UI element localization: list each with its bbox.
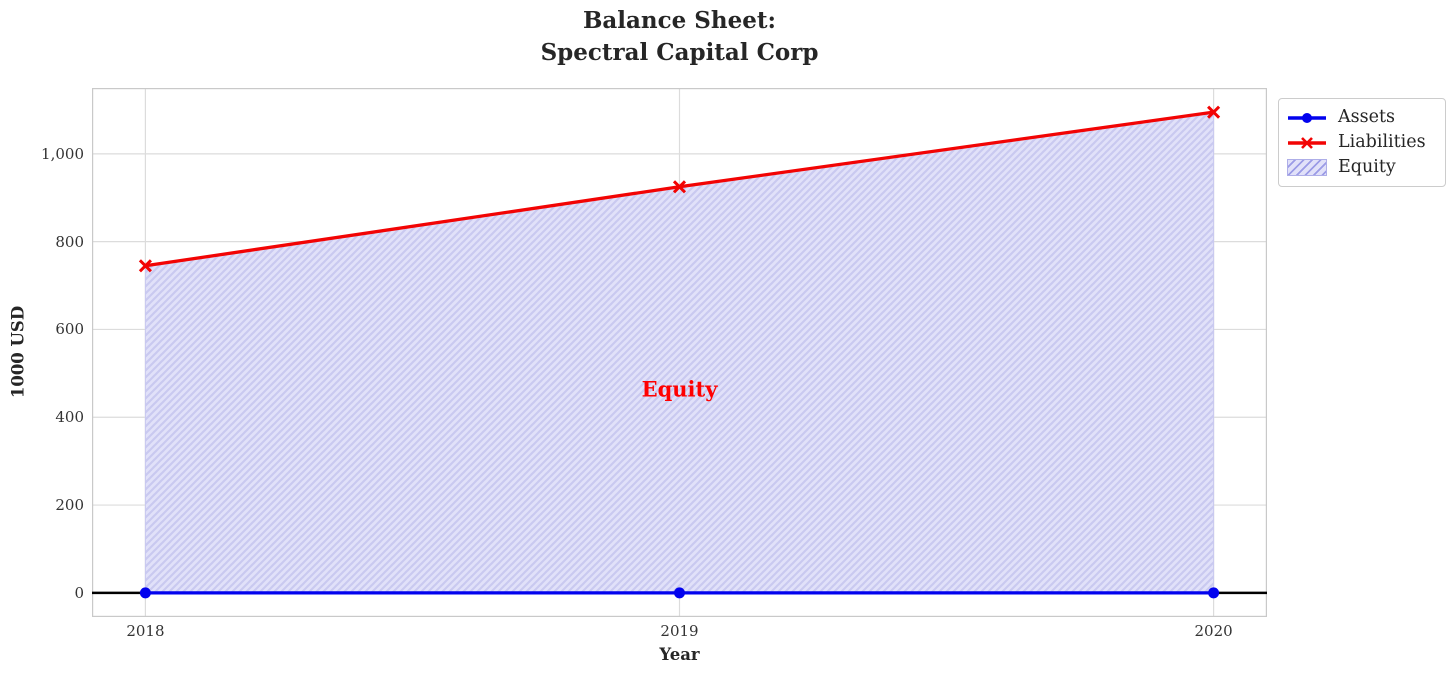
liabilities-marker [672,180,687,194]
legend-label-liabilities: Liabilities [1338,132,1426,152]
plot-area [92,88,1268,617]
legend: Assets Liabilities Equity [1278,98,1446,187]
x-tick-label: 2018 [126,622,165,640]
y-tick-label: 1,000 [41,144,84,163]
y-tick-label: 200 [55,496,84,515]
assets-marker [1208,587,1220,599]
legend-label-equity: Equity [1338,157,1396,177]
x-axis-label: Year [659,645,700,664]
equity-hatch-icon [1287,159,1327,176]
legend-item-equity: Equity [1287,155,1435,180]
liabilities-marker [138,259,152,273]
legend-label-assets: Assets [1338,107,1395,127]
chart-title: Balance Sheet: Spectral Capital Corp [540,7,819,66]
legend-item-liabilities: Liabilities [1287,130,1435,155]
chart-canvas [92,88,1268,617]
y-tick-label: 800 [55,232,84,251]
plot-border [92,88,1268,617]
equity-annotation: Equity [641,376,718,402]
y-tick-label: 400 [55,408,84,427]
x-tick-label: 2020 [1194,622,1233,640]
legend-item-assets: Assets [1287,105,1435,130]
liabilities-line-icon [1287,134,1327,152]
assets-marker [139,587,151,599]
liabilities-marker [1207,105,1221,119]
y-tick-label: 0 [74,583,84,602]
x-tick-label: 2019 [660,622,699,640]
assets-line-icon [1287,109,1327,127]
assets-marker [674,587,685,599]
y-tick-label: 600 [55,320,84,339]
